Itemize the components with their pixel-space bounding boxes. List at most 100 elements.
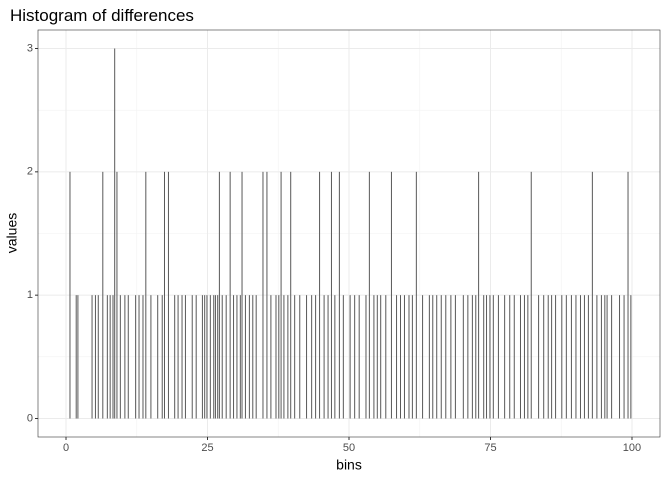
bar: [354, 295, 356, 419]
bar: [471, 295, 473, 419]
bar: [323, 295, 325, 419]
bar: [365, 295, 367, 419]
bar: [270, 295, 272, 419]
bar: [342, 295, 344, 419]
bar: [575, 295, 577, 419]
bar: [266, 171, 268, 419]
bar: [373, 295, 375, 419]
bar: [478, 171, 480, 419]
bar: [561, 295, 563, 419]
bar: [239, 295, 241, 419]
y-axis-title: values: [4, 213, 20, 253]
bar: [157, 295, 159, 419]
bar: [611, 295, 613, 419]
bar: [422, 295, 424, 419]
bar: [229, 171, 231, 419]
bar: [106, 295, 108, 419]
bar: [195, 295, 197, 419]
x-axis-title: bins: [336, 457, 362, 473]
x-tick-label: 50: [343, 442, 355, 454]
bar: [400, 295, 402, 419]
x-tick-label: 75: [484, 442, 496, 454]
bar: [91, 295, 93, 419]
bar: [396, 295, 398, 419]
bar: [334, 295, 336, 419]
bar: [368, 171, 370, 419]
bar: [492, 295, 494, 419]
bar: [109, 295, 111, 419]
x-tick-label: 0: [63, 442, 69, 454]
bar: [462, 295, 464, 419]
bar: [440, 295, 442, 419]
bar: [538, 295, 540, 419]
bar: [217, 295, 219, 419]
bar: [587, 295, 589, 419]
bar: [116, 171, 118, 419]
bar: [236, 295, 238, 419]
bar: [145, 171, 147, 419]
bar: [385, 295, 387, 419]
bar: [596, 295, 598, 419]
bar: [77, 295, 79, 419]
bar: [255, 295, 257, 419]
bar: [403, 295, 405, 419]
bar: [209, 295, 211, 419]
bar: [214, 295, 216, 419]
bar: [349, 295, 351, 419]
bar: [114, 48, 116, 419]
bar: [497, 295, 499, 419]
bar: [138, 295, 140, 419]
bar: [519, 295, 521, 419]
bar: [174, 295, 176, 419]
bar: [623, 295, 625, 419]
bar: [504, 295, 506, 419]
bar: [275, 295, 277, 419]
bar: [547, 295, 549, 419]
bar: [583, 295, 585, 419]
panel-border: [37, 29, 661, 438]
bar: [509, 295, 511, 419]
bar: [630, 295, 632, 419]
bar: [177, 295, 179, 419]
bar: [97, 295, 99, 419]
bar: [311, 295, 313, 419]
bar: [280, 171, 282, 419]
bar: [475, 295, 477, 419]
bar: [69, 171, 71, 419]
bar: [278, 295, 280, 419]
bar: [94, 295, 96, 419]
bar: [127, 295, 129, 419]
bar: [489, 295, 491, 419]
bar: [241, 171, 243, 419]
bar: [244, 295, 246, 419]
bar: [287, 295, 289, 419]
y-tick-label: 0: [27, 412, 33, 424]
bar: [150, 295, 152, 419]
bar: [206, 295, 208, 419]
bar: [390, 171, 392, 419]
bar: [142, 295, 144, 419]
bar: [606, 295, 608, 419]
bar: [604, 295, 606, 419]
bar: [415, 171, 417, 419]
bar: [233, 295, 235, 419]
bar: [102, 171, 104, 419]
bar: [376, 295, 378, 419]
bar: [204, 295, 206, 419]
bar: [75, 295, 77, 419]
bar: [483, 295, 485, 419]
bar: [225, 295, 227, 419]
bar: [201, 295, 203, 419]
bar: [579, 295, 581, 419]
bar: [565, 295, 567, 419]
bar: [358, 295, 360, 419]
bar: [591, 171, 593, 419]
bar: [555, 295, 557, 419]
bar: [184, 295, 186, 419]
bar: [221, 295, 223, 419]
bar: [428, 295, 430, 419]
bar: [213, 295, 215, 419]
x-tick-label: 25: [201, 442, 213, 454]
bar: [551, 295, 553, 419]
bar: [445, 295, 447, 419]
